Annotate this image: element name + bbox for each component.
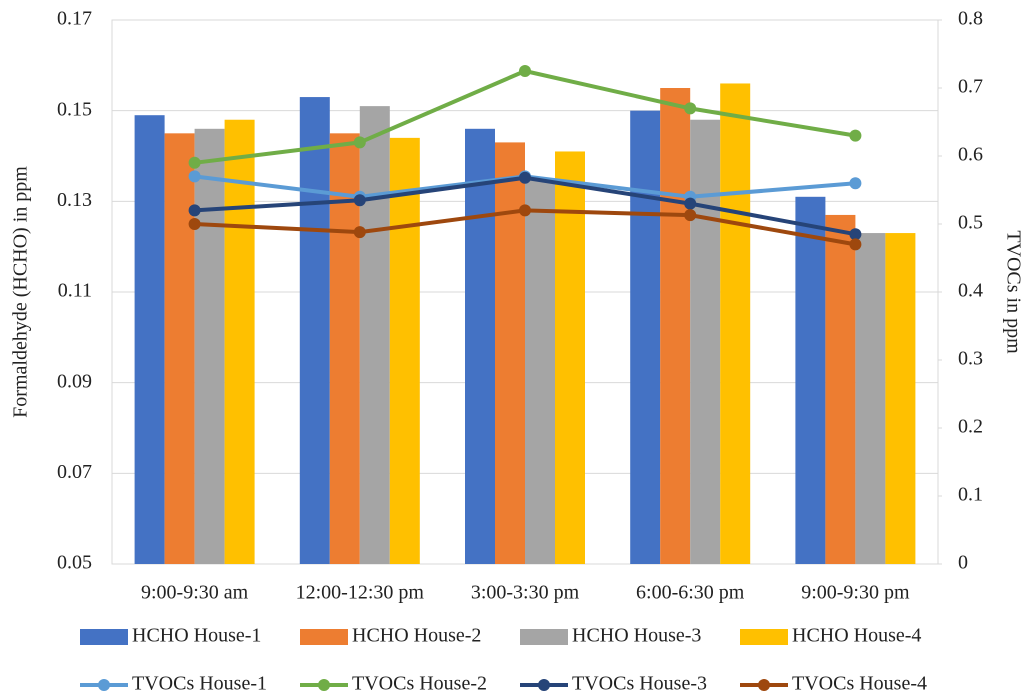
marker: [849, 238, 862, 251]
bar: [660, 88, 691, 564]
legend-label: HCHO House-3: [572, 625, 701, 647]
legend-label: TVOCs House-1: [132, 673, 267, 695]
y2-tick-label: 0.3: [958, 348, 983, 370]
y-tick-label: 0.11: [58, 280, 92, 302]
marker: [519, 204, 531, 217]
legend-swatch: [318, 679, 330, 691]
marker: [849, 129, 862, 142]
legend-label: HCHO House-1: [132, 625, 261, 647]
bar: [855, 233, 886, 565]
bar: [329, 133, 360, 565]
legend-label: TVOCs House-3: [572, 673, 707, 695]
bar: [134, 115, 165, 564]
legend-swatch: [300, 629, 348, 645]
legend-label: TVOCs House-2: [352, 673, 487, 695]
y2-tick-label: 0.4: [958, 280, 983, 302]
marker: [188, 170, 201, 183]
legend-swatch: [740, 629, 788, 645]
bar: [690, 119, 721, 564]
bar: [224, 119, 255, 564]
bar: [555, 151, 585, 564]
y-tick-label: 0.09: [57, 370, 92, 392]
y2-tick-label: 0.8: [958, 8, 983, 30]
marker: [353, 226, 366, 239]
y-tick-label: 0.07: [57, 461, 92, 483]
bar: [795, 196, 826, 565]
legend-swatch: [520, 629, 568, 645]
bar: [194, 128, 225, 565]
marker: [849, 177, 862, 190]
marker: [684, 197, 697, 210]
marker: [849, 228, 862, 241]
marker: [519, 65, 531, 77]
legend-swatch: [538, 679, 550, 691]
marker: [353, 194, 366, 207]
x-tick-label: 9:00-9:30 pm: [801, 582, 910, 604]
marker: [684, 209, 697, 222]
bar: [885, 233, 916, 565]
legend-label: HCHO House-4: [792, 625, 921, 647]
x-tick-label: 9:00-9:30 am: [141, 582, 249, 604]
marker: [519, 171, 531, 184]
y2-tick-label: 0.2: [958, 416, 983, 438]
bar: [465, 128, 495, 565]
bar: [825, 214, 856, 564]
legend-label: TVOCs House-4: [792, 673, 927, 695]
x-tick-label: 3:00-3:30 pm: [471, 582, 580, 604]
bar: [495, 142, 525, 564]
y-tick-label: 0.05: [57, 552, 92, 574]
bar: [359, 106, 390, 564]
y2-tick-label: 0.7: [958, 76, 983, 98]
marker: [188, 204, 201, 217]
y2-tick-label: 0.6: [958, 144, 983, 166]
marker: [188, 156, 201, 169]
bar: [389, 137, 420, 564]
bar: [164, 133, 195, 565]
y2-tick-label: 0: [958, 552, 968, 574]
y2-tick-label: 0.5: [958, 212, 983, 234]
y2-tick-label: 0.1: [958, 484, 983, 506]
y2-axis-title: TVOCs in ppm: [1002, 230, 1024, 354]
legend-label: HCHO House-2: [352, 625, 481, 647]
bar: [299, 97, 330, 565]
legend-swatch: [80, 629, 128, 645]
y-tick-label: 0.15: [57, 98, 92, 120]
marker: [353, 136, 366, 149]
marker: [188, 218, 201, 230]
y-tick-label: 0.17: [57, 8, 92, 30]
legend-swatch: [758, 679, 770, 691]
marker: [684, 102, 697, 115]
x-tick-label: 12:00-12:30 pm: [296, 582, 425, 604]
x-tick-label: 6:00-6:30 pm: [636, 582, 745, 604]
bar: [630, 110, 661, 565]
bar: [720, 83, 751, 564]
bar: [525, 178, 555, 564]
y-tick-label: 0.13: [57, 189, 92, 211]
legend-swatch: [98, 679, 110, 691]
y-axis-title: Formaldehyde (HCHO) in ppm: [10, 166, 32, 418]
